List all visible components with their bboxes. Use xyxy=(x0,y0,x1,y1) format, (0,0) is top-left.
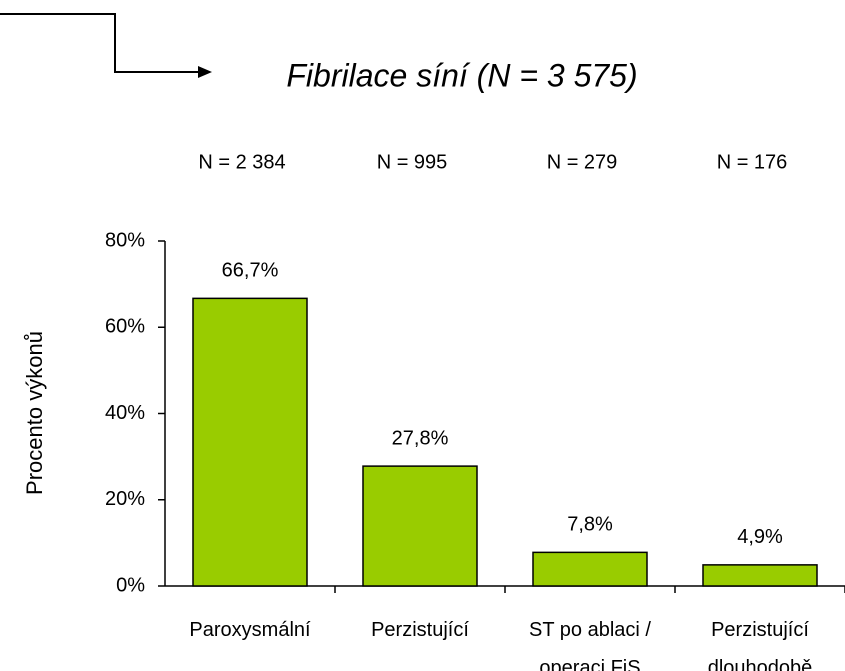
y-axis-label: Procento výkonů xyxy=(22,331,47,495)
y-tick-label: 20% xyxy=(105,488,145,510)
bar xyxy=(362,465,478,587)
x-tick-label: Paroxysmální xyxy=(189,619,311,641)
y-tick-label: 80% xyxy=(105,229,145,251)
y-tick-label: 40% xyxy=(105,402,145,424)
bar xyxy=(532,551,648,587)
value-label: 4,9% xyxy=(737,526,783,548)
n-label: N = 2 384 xyxy=(198,151,285,173)
arrow-head xyxy=(198,66,212,78)
chart-title: Fibrilace síní (N = 3 575) xyxy=(286,57,637,93)
n-label: N = 995 xyxy=(377,151,448,173)
value-label: 27,8% xyxy=(392,427,449,449)
x-tick-label: ST po ablaci / operaci FiS xyxy=(529,619,651,671)
value-label: 66,7% xyxy=(222,260,279,282)
value-label: 7,8% xyxy=(567,514,613,536)
y-tick-label: 60% xyxy=(105,316,145,338)
n-label: N = 176 xyxy=(717,151,788,173)
x-tick-label: Perzistující xyxy=(371,619,469,641)
bar xyxy=(702,564,818,587)
x-tick-label: Perzistující dlouhodobě xyxy=(707,619,813,671)
bar xyxy=(192,297,308,587)
n-label: N = 279 xyxy=(547,151,618,173)
y-tick-label: 0% xyxy=(116,574,145,596)
arrow-line xyxy=(0,13,200,73)
